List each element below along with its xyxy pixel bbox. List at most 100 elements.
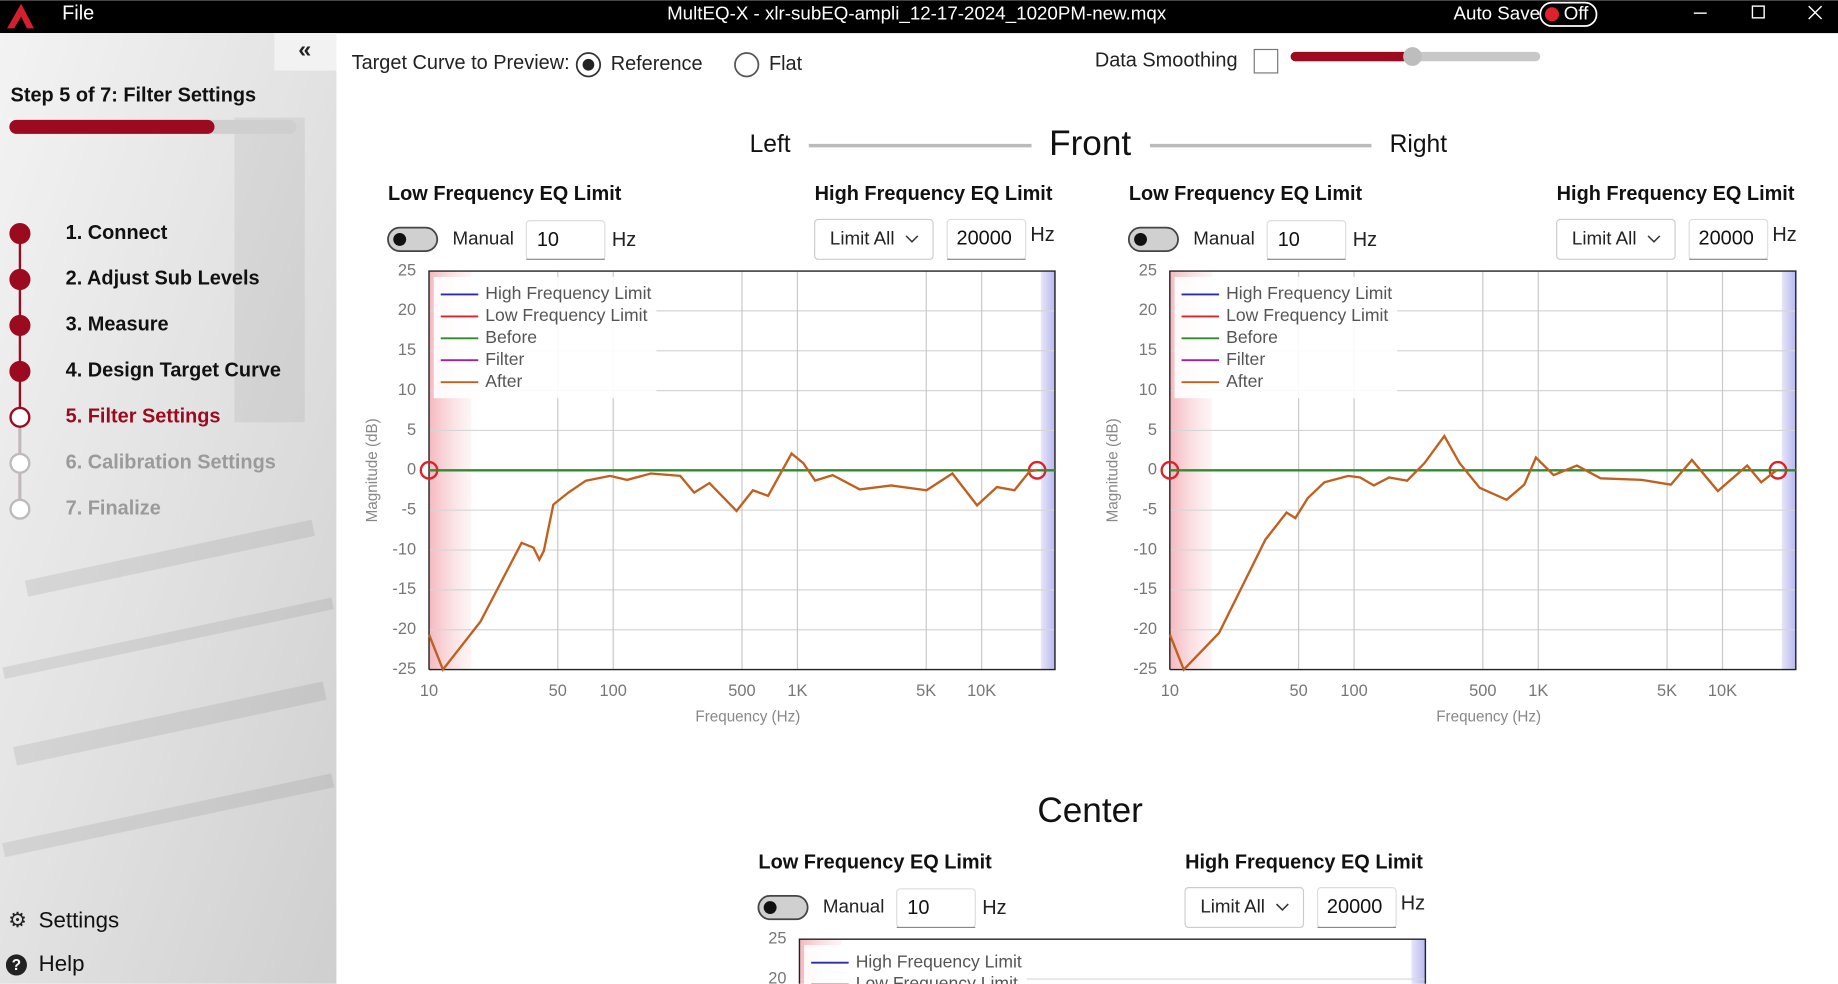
high-limit-label: High Frequency EQ Limit [1185,851,1423,873]
step-marker [9,268,31,291]
step-label[interactable]: 2. Adjust Sub Levels [66,268,260,290]
legend-label: Before [1226,327,1278,347]
help-link[interactable]: Help [39,951,85,976]
y-tick-label: 20 [768,969,786,984]
y-tick-label: -25 [1133,660,1157,678]
right-label: Right [1390,131,1448,158]
x-axis-label: Frequency (Hz) [695,709,800,726]
y-tick-label: 10 [1139,381,1157,399]
file-menu[interactable]: File [62,3,94,25]
low-limit-label: Low Frequency EQ Limit [758,851,992,873]
toggle-knob [1134,232,1147,246]
option-flat[interactable]: Flat [769,53,803,75]
high-mode-select[interactable] [1184,887,1305,929]
x-tick-label: 50 [1289,682,1307,700]
y-tick-label: -15 [392,580,416,598]
x-tick-label: 10K [1708,682,1737,700]
plot-border [798,938,1427,984]
step-label[interactable]: 5. Filter Settings [66,406,221,428]
legend-label: Filter [485,349,524,369]
high-mode: Limit All [1200,895,1265,916]
legend-box [804,945,1027,984]
y-axis-label: Magnitude (dB) [1105,418,1122,522]
y-tick-label: 25 [1139,261,1157,279]
y-tick-label: 25 [768,930,786,948]
sidebar [0,33,337,984]
x-tick-label: 500 [728,682,755,700]
step-label[interactable]: 3. Measure [66,314,169,336]
section-title: Center [1037,791,1143,830]
high-unit: Hz [1401,892,1425,914]
series-line [1168,433,1778,672]
x-tick-label: 10 [420,682,438,700]
legend-label: After [485,371,522,391]
slider-fill [1290,51,1408,62]
select-chevron [1647,235,1661,243]
high-limit-shade [1411,939,1426,984]
high-mode: Limit All [830,227,895,248]
x-tick-label: 1K [787,682,807,700]
radio-dot [582,58,595,71]
y-tick-label: 25 [398,261,416,279]
y-tick-label: 20 [398,301,416,319]
smoothing-label: Data Smoothing [1095,49,1238,71]
high-value: 20000 [1699,228,1754,250]
legend-label: Low Frequency Limit [1226,305,1388,325]
plot-border [428,270,1056,671]
toggle-knob [393,232,407,246]
y-tick-label: -25 [392,660,416,678]
settings-link[interactable]: Settings [39,907,119,932]
low-unit: Hz [982,897,1006,919]
high-mode-select[interactable] [1556,218,1676,260]
step-label[interactable]: 6. Calibration Settings [66,452,276,474]
step-marker [9,498,31,520]
smoothing-checkbox[interactable] [1253,48,1279,74]
collapse-button[interactable] [274,33,337,71]
maximize-button[interactable] [1751,5,1765,19]
low-value: 10 [907,897,929,919]
select-chevron [1275,903,1289,911]
high-mode-select[interactable] [814,218,934,260]
low-value: 10 [537,229,559,251]
low-limit-label: Low Frequency EQ Limit [1129,183,1363,205]
close-button[interactable] [1808,5,1823,20]
y-tick-label: -10 [392,540,416,558]
title-bar [0,0,1838,34]
x-tick-label: 50 [549,682,567,700]
high-unit: Hz [1030,224,1054,246]
chart: -25 -20 -15 -10 -5 0 5 10 15 20 25 10 50 100 500 1K 5K 10… [1105,261,1797,726]
manual-label: Manual [823,895,884,916]
target-label: Target Curve to Preview: [352,52,570,74]
series-line [427,451,1038,672]
auto-save-label: Auto Save [1454,2,1541,23]
x-tick-label: 5K [916,682,936,700]
legend-label: After [1226,371,1263,391]
collapse-icon: « [298,36,311,62]
step-label[interactable]: 7. Finalize [66,497,161,519]
chart: -25 -20 -15 -10 -5 0 5 10 15 20 25 10 50 100 500 1K 5K 10… [364,261,1056,726]
y-tick-label: 20 [1139,301,1157,319]
y-axis-label: Magnitude (dB) [364,418,381,522]
x-axis-label: Frequency (Hz) [1436,709,1541,726]
x-tick-label: 1K [1528,682,1548,700]
option-reference[interactable]: Reference [611,53,703,75]
legend-label: Filter [1226,349,1265,369]
legend-label: High Frequency Limit [485,283,651,303]
slider-thumb[interactable] [1403,47,1422,66]
step-label[interactable]: 4. Design Target Curve [66,360,281,382]
high-limit-label: High Frequency EQ Limit [815,183,1053,205]
legend-label: Low Frequency Limit [485,305,647,325]
radio-flat[interactable] [734,52,760,78]
high-limit-label: High Frequency EQ Limit [1557,183,1795,205]
help-icon [5,954,27,976]
toggle-knob [763,901,777,914]
step-marker [9,314,31,336]
high-mode: Limit All [1572,227,1637,248]
legend-label: High Frequency Limit [1226,283,1392,303]
auto-save-state: Off [1564,2,1589,23]
help-icon-mark: ? [12,957,21,974]
step-marker [9,452,31,474]
high-value: 20000 [1327,896,1382,918]
step-label[interactable]: 1. Connect [66,222,168,244]
